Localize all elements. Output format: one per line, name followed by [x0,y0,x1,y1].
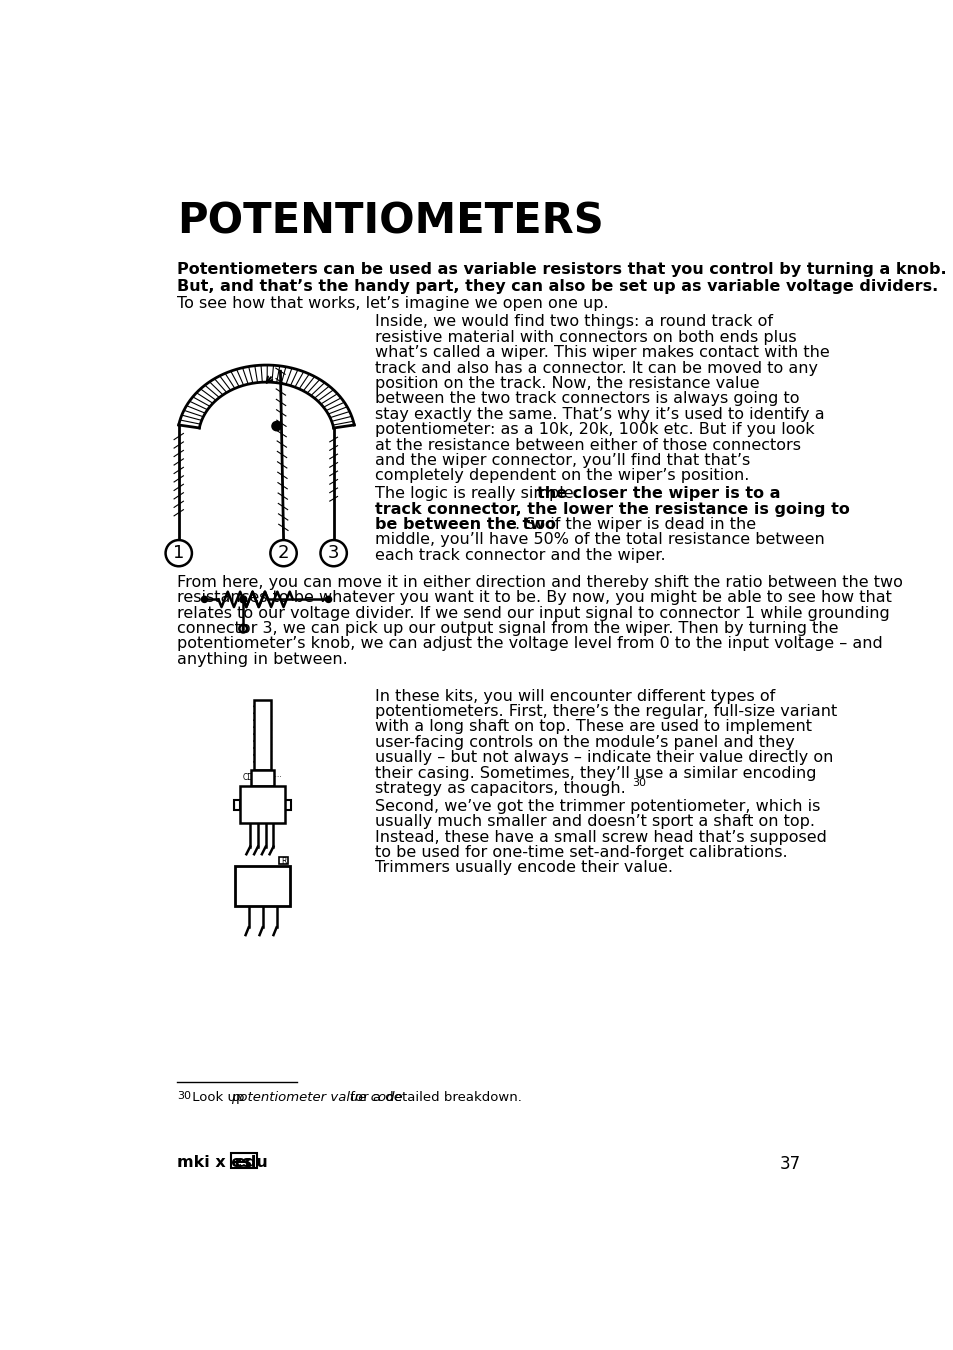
Bar [240,787,285,824]
Bar [278,856,288,864]
Text: potentiometer value code: potentiometer value code [231,1091,402,1104]
Text: mki x es: mki x es [177,1156,252,1170]
Text: CDR·TSL···: CDR·TSL··· [243,774,282,783]
Text: Inside, we would find two things: a round track of: Inside, we would find two things: a roun… [375,315,772,329]
Bar [251,769,274,787]
Text: . So if the wiper is dead in the: . So if the wiper is dead in the [515,517,756,532]
Text: Trimmers usually encode their value.: Trimmers usually encode their value. [375,860,672,875]
Text: 3: 3 [328,544,339,562]
Text: R: R [280,857,286,867]
Text: potentiometer: as a 10k, 20k, 100k etc. But if you look: potentiometer: as a 10k, 20k, 100k etc. … [375,423,814,437]
Circle shape [325,597,332,602]
Text: Second, we’ve got the trimmer potentiometer, which is: Second, we’ve got the trimmer potentiome… [375,799,820,814]
Text: position on the track. Now, the resistance value: position on the track. Now, the resistan… [375,377,759,392]
Text: 2: 2 [277,544,289,562]
Text: track and also has a connector. It can be moved to any: track and also has a connector. It can b… [375,360,817,375]
Text: potentiometer’s knob, we can adjust the voltage level from 0 to the input voltag: potentiometer’s knob, we can adjust the … [177,636,882,651]
Text: 1: 1 [172,544,184,562]
Text: strategy as capacitors, though.: strategy as capacitors, though. [375,782,625,796]
Text: 37: 37 [779,1156,800,1173]
Text: middle, you’ll have 50% of the total resistance between: middle, you’ll have 50% of the total res… [375,532,824,547]
Text: be between the two: be between the two [375,517,556,532]
Text: to be used for one-time set-and-forget calibrations.: to be used for one-time set-and-forget c… [375,845,787,860]
Text: user-facing controls on the module’s panel and they: user-facing controls on the module’s pan… [375,734,794,749]
Circle shape [272,421,281,431]
Text: each track connector and the wiper.: each track connector and the wiper. [375,548,665,563]
Text: with a long shaft on top. These are used to implement: with a long shaft on top. These are used… [375,720,811,734]
Text: what’s called a wiper. This wiper makes contact with the: what’s called a wiper. This wiper makes … [375,346,829,360]
Text: between the two track connectors is always going to: between the two track connectors is alwa… [375,392,799,406]
Bar [253,701,271,769]
Text: 2: 2 [259,894,266,903]
Text: ↑: ↑ [257,891,268,903]
Text: resistances to be whatever you want it to be. By now, you might be able to see h: resistances to be whatever you want it t… [177,590,891,605]
Bar [235,865,290,906]
Text: connector 3, we can pick up our output signal from the wiper. Then by turning th: connector 3, we can pick up our output s… [177,621,838,636]
Text: 3: 3 [238,894,245,903]
Text: potentiometers. First, there’s the regular, full-size variant: potentiometers. First, there’s the regul… [375,705,837,720]
Text: usually – but not always – indicate their value directly on: usually – but not always – indicate thei… [375,751,833,765]
Text: Instead, these have a small screw head that’s supposed: Instead, these have a small screw head t… [375,830,826,845]
Text: 3296: 3296 [233,876,292,896]
Bar [285,801,291,810]
Text: the closer the wiper is to a: the closer the wiper is to a [537,486,780,501]
Text: stay exactly the same. That’s why it’s used to identify a: stay exactly the same. That’s why it’s u… [375,406,823,421]
Text: 30: 30 [177,1091,192,1102]
Bar [233,801,240,810]
Text: resistive material with connectors on both ends plus: resistive material with connectors on bo… [375,329,796,344]
Text: edu: edu [233,1156,268,1170]
Text: anything in between.: anything in between. [177,652,348,667]
Text: and the wiper connector, you’ll find that that’s: and the wiper connector, you’ll find tha… [375,454,749,468]
Text: their casing. Sometimes, they’ll use a similar encoding: their casing. Sometimes, they’ll use a s… [375,765,816,780]
Text: relates to our voltage divider. If we send our input signal to connector 1 while: relates to our voltage divider. If we se… [177,606,889,621]
Text: for a detailed breakdown.: for a detailed breakdown. [345,1091,521,1104]
Text: track connector, the lower the resistance is going to: track connector, the lower the resistanc… [375,502,849,517]
Text: The logic is really simple:: The logic is really simple: [375,486,583,501]
Text: From here, you can move it in either direction and thereby shift the ratio betwe: From here, you can move it in either dir… [177,575,902,590]
Text: completely dependent on the wiper’s position.: completely dependent on the wiper’s posi… [375,468,749,483]
Text: To see how that works, let’s imagine we open one up.: To see how that works, let’s imagine we … [177,296,608,310]
Text: Potentiometers can be used as variable resistors that you control by turning a k: Potentiometers can be used as variable r… [177,262,946,277]
Text: In these kits, you will encounter different types of: In these kits, you will encounter differ… [375,688,775,703]
Text: But, and that’s the handy part, they can also be set up as variable voltage divi: But, and that’s the handy part, they can… [177,279,938,294]
Circle shape [239,595,247,603]
Text: 30: 30 [632,778,645,788]
Text: POTENTIOMETERS: POTENTIOMETERS [177,201,603,243]
Text: at the resistance between either of those connectors: at the resistance between either of thos… [375,437,801,452]
Text: usually much smaller and doesn’t sport a shaft on top.: usually much smaller and doesn’t sport a… [375,814,814,829]
Circle shape [201,597,208,602]
Text: Look up: Look up [188,1091,249,1104]
